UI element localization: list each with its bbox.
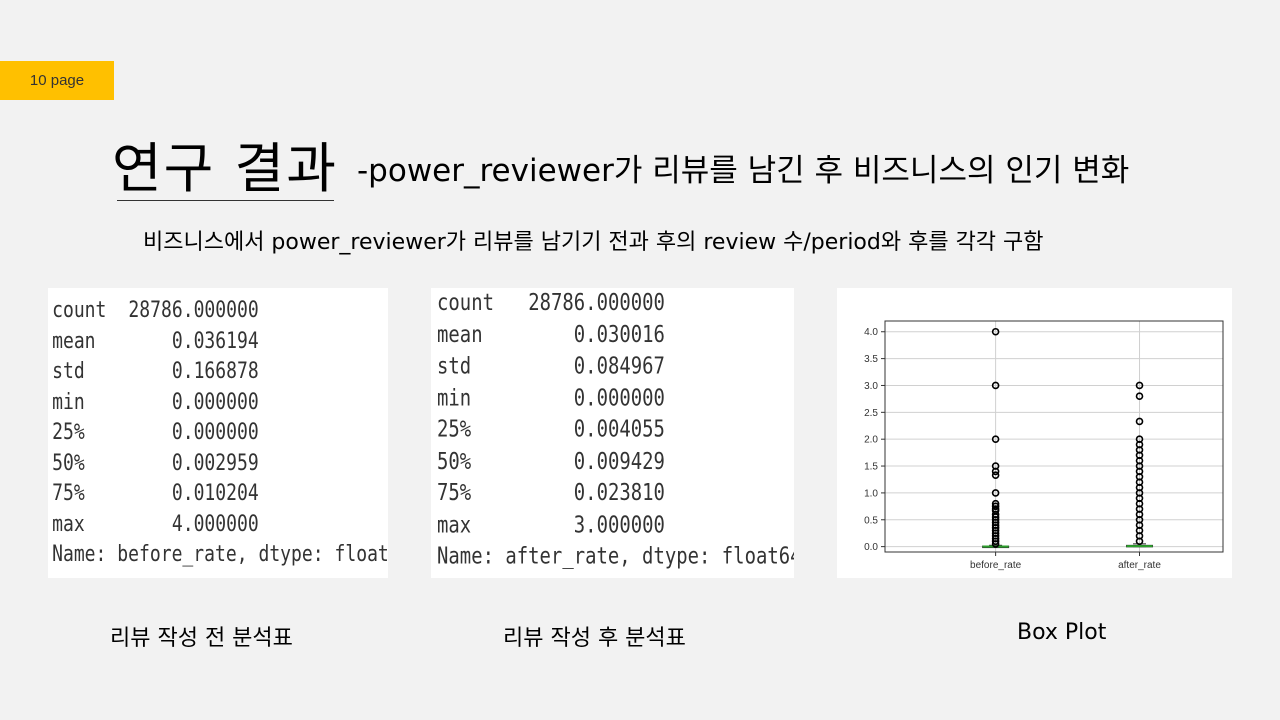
stat-row: mean 0.030016 <box>437 320 743 352</box>
y-tick-label: 1.5 <box>864 462 878 473</box>
y-tick-label: 0.0 <box>864 542 878 553</box>
before-stats-table: count 28786.000000 mean 0.036194 std 0.166878… <box>48 288 388 571</box>
y-tick-label: 3.5 <box>864 354 878 365</box>
x-tick-label: after_rate <box>1118 560 1161 571</box>
stat-row: max 4.000000 <box>52 510 327 541</box>
subtitle: 비즈니스에서 power_reviewer가 리뷰를 남기기 전과 후의 rev… <box>143 230 1044 255</box>
stat-key: std <box>52 359 85 384</box>
stat-key: mean <box>437 321 483 348</box>
stat-value: 0.000000 <box>171 389 259 415</box>
stat-value: 28786.000000 <box>528 290 665 317</box>
after-stats-panel: count 28786.000000 mean 0.030016 std 0.084967… <box>431 288 794 578</box>
stat-value: 0.002959 <box>171 450 259 476</box>
stat-key: mean <box>52 328 96 354</box>
outlier-point <box>991 381 1000 390</box>
stat-row: 25% 0.004055 <box>437 415 743 447</box>
before-stats-panel: count 28786.000000 mean 0.036194 std 0.166878… <box>48 288 388 578</box>
y-tick-label: 1.0 <box>864 488 878 499</box>
boxplot-panel: 0.0 0.5 1.0 1.5 2.0 2.5 3.0 3.5 4.0 before_rate af… <box>837 288 1232 578</box>
stat-value: 0.004055 <box>573 416 665 443</box>
stat-key: 25% <box>52 420 85 445</box>
stat-key: count <box>437 290 494 317</box>
y-tick-label: 0.5 <box>864 515 878 526</box>
stat-value: 28786.000000 <box>128 298 259 323</box>
outlier-point <box>991 540 1000 548</box>
stat-row: min 0.000000 <box>437 383 743 415</box>
title-sub: -power_reviewer가 리뷰를 남긴 후 비즈니스의 인기 변화 <box>356 153 1130 189</box>
y-tick-label: 2.5 <box>864 408 878 419</box>
stat-key: min <box>437 385 472 412</box>
after-stats-table: count 28786.000000 mean 0.030016 std 0.084967… <box>431 288 794 573</box>
stat-row: mean 0.036194 <box>52 327 327 358</box>
stat-row: 50% 0.002959 <box>52 449 327 480</box>
title-underline <box>117 200 334 201</box>
stat-row: std 0.084967 <box>437 351 743 383</box>
stat-value: 3.000000 <box>573 512 665 539</box>
x-tick-label: before_rate <box>970 560 1022 571</box>
stat-value: 0.010204 <box>171 481 259 506</box>
stat-key: 50% <box>437 448 472 475</box>
stat-footer: Name: after_rate, dtype: float64 <box>437 543 794 570</box>
outlier-point <box>991 435 1000 443</box>
outlier-point <box>1135 392 1144 401</box>
stat-row: max 3.000000 <box>437 510 743 542</box>
caption-after: 리뷰 작성 후 분석표 <box>503 626 686 651</box>
y-tick-label: 2.0 <box>864 435 878 446</box>
outlier-point <box>991 471 1000 479</box>
caption-before: 리뷰 작성 전 분석표 <box>110 626 293 651</box>
plot-frame <box>884 320 1224 553</box>
stat-value: 4.000000 <box>171 511 259 537</box>
stat-key: std <box>437 353 472 380</box>
stat-key: 25% <box>437 416 472 443</box>
caption-boxplot: Box Plot <box>1017 620 1107 645</box>
outlier-point <box>991 502 1000 511</box>
outlier-point <box>991 467 1000 476</box>
outlier-point <box>991 537 1000 546</box>
outlier-point <box>991 327 1000 336</box>
stat-value: 0.030016 <box>573 321 665 348</box>
stat-value: 0.023810 <box>573 480 665 507</box>
y-tick-label: 4.0 <box>864 327 878 338</box>
outlier-point <box>1135 417 1144 426</box>
stat-value: 0.036194 <box>171 328 259 354</box>
stat-row: count 28786.000000 <box>52 296 327 327</box>
stat-value: 0.084967 <box>573 353 665 380</box>
stat-key: 75% <box>437 480 472 507</box>
stat-footer: Name: before_rate, dtype: float64 <box>52 542 388 567</box>
page-number-badge: 10 page <box>0 61 114 100</box>
stat-row: 25% 0.000000 <box>52 418 327 449</box>
stat-key: count <box>52 298 107 323</box>
stat-row: 75% 0.023810 <box>437 478 743 510</box>
stat-key: 50% <box>52 450 85 476</box>
stat-row: 50% 0.009429 <box>437 447 743 479</box>
stat-value: 0.000000 <box>573 385 665 412</box>
boxplot-chart: 0.0 0.5 1.0 1.5 2.0 2.5 3.0 3.5 4.0 before_rate af… <box>864 320 1224 571</box>
stat-key: min <box>52 389 85 415</box>
outlier-point <box>991 489 1000 497</box>
stat-row: min 0.000000 <box>52 388 327 419</box>
stat-key: max <box>437 512 472 539</box>
y-tick-label: 3.0 <box>864 381 878 392</box>
page-title: 연구 결과 -power_reviewer가 리뷰를 남긴 후 비즈니스의 인기… <box>112 124 1129 203</box>
stat-key: 75% <box>52 481 85 506</box>
stat-row: 75% 0.010204 <box>52 479 327 510</box>
stat-row: count 28786.000000 <box>437 288 743 320</box>
stat-value: 0.009429 <box>573 448 665 475</box>
title-main: 연구 결과 <box>112 137 338 200</box>
stat-key: max <box>52 511 85 537</box>
outlier-point <box>1135 537 1144 546</box>
outlier-point <box>1135 381 1144 390</box>
stat-row: std 0.166878 <box>52 357 327 388</box>
stat-value: 0.166878 <box>171 359 259 384</box>
stat-value: 0.000000 <box>171 420 259 445</box>
